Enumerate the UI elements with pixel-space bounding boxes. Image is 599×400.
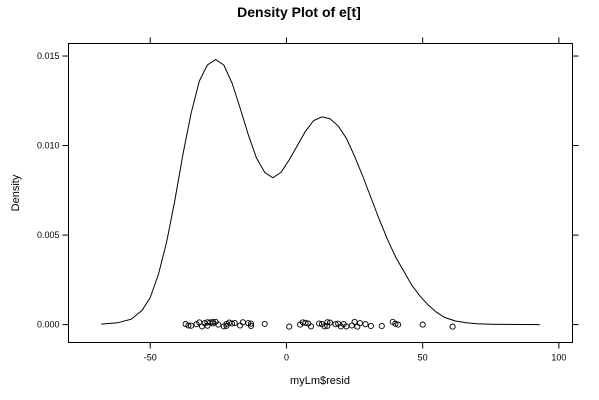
rug-point <box>209 318 216 325</box>
y-tick-label: 0.015 <box>37 51 60 61</box>
x-tick-label: 100 <box>551 353 566 363</box>
rug-point <box>247 322 255 330</box>
rug-points <box>182 318 456 330</box>
rug-point <box>321 323 328 330</box>
rug-point <box>185 322 192 329</box>
y-axis: 0.000 0.005 0.010 0.015 <box>37 51 579 330</box>
rug-point <box>307 323 315 330</box>
rug-point <box>286 323 293 330</box>
rug-point <box>419 321 426 328</box>
rug-point <box>354 323 361 330</box>
rug-point <box>332 321 339 328</box>
y-tick-label: 0.000 <box>37 320 60 330</box>
density-curve <box>101 59 540 326</box>
rug-point <box>237 322 244 329</box>
rug-point <box>239 319 246 326</box>
rug-point <box>449 323 456 330</box>
rug-point <box>302 319 309 326</box>
rug-point <box>348 322 355 329</box>
rug-point <box>316 320 323 327</box>
rug-point <box>378 322 385 330</box>
rug-point <box>392 320 399 327</box>
x-axis-title: myLm$resid <box>290 375 350 387</box>
rug-point <box>395 321 402 328</box>
y-tick-label: 0.010 <box>37 141 60 151</box>
x-tick-label: 0 <box>284 353 289 363</box>
y-axis-title: Density <box>10 174 22 211</box>
rug-point <box>247 320 255 327</box>
rug-point <box>362 321 369 328</box>
y-tick-label: 0.005 <box>37 230 60 240</box>
x-tick-label: 50 <box>418 353 428 363</box>
plot-frame <box>68 43 573 343</box>
rug-point <box>261 320 268 327</box>
chart-title: Density Plot of e[t] <box>237 4 361 20</box>
rug-point <box>356 320 364 327</box>
rug-point <box>326 319 334 326</box>
rug-point <box>188 322 195 329</box>
x-tick-label: -50 <box>144 353 157 363</box>
rug-point <box>215 321 222 328</box>
rug-point <box>324 319 331 326</box>
x-axis: -50 0 50 100 <box>144 37 566 363</box>
rug-point <box>228 320 236 327</box>
rug-point <box>367 322 374 330</box>
rug-point <box>231 319 238 327</box>
rug-point <box>351 318 358 325</box>
